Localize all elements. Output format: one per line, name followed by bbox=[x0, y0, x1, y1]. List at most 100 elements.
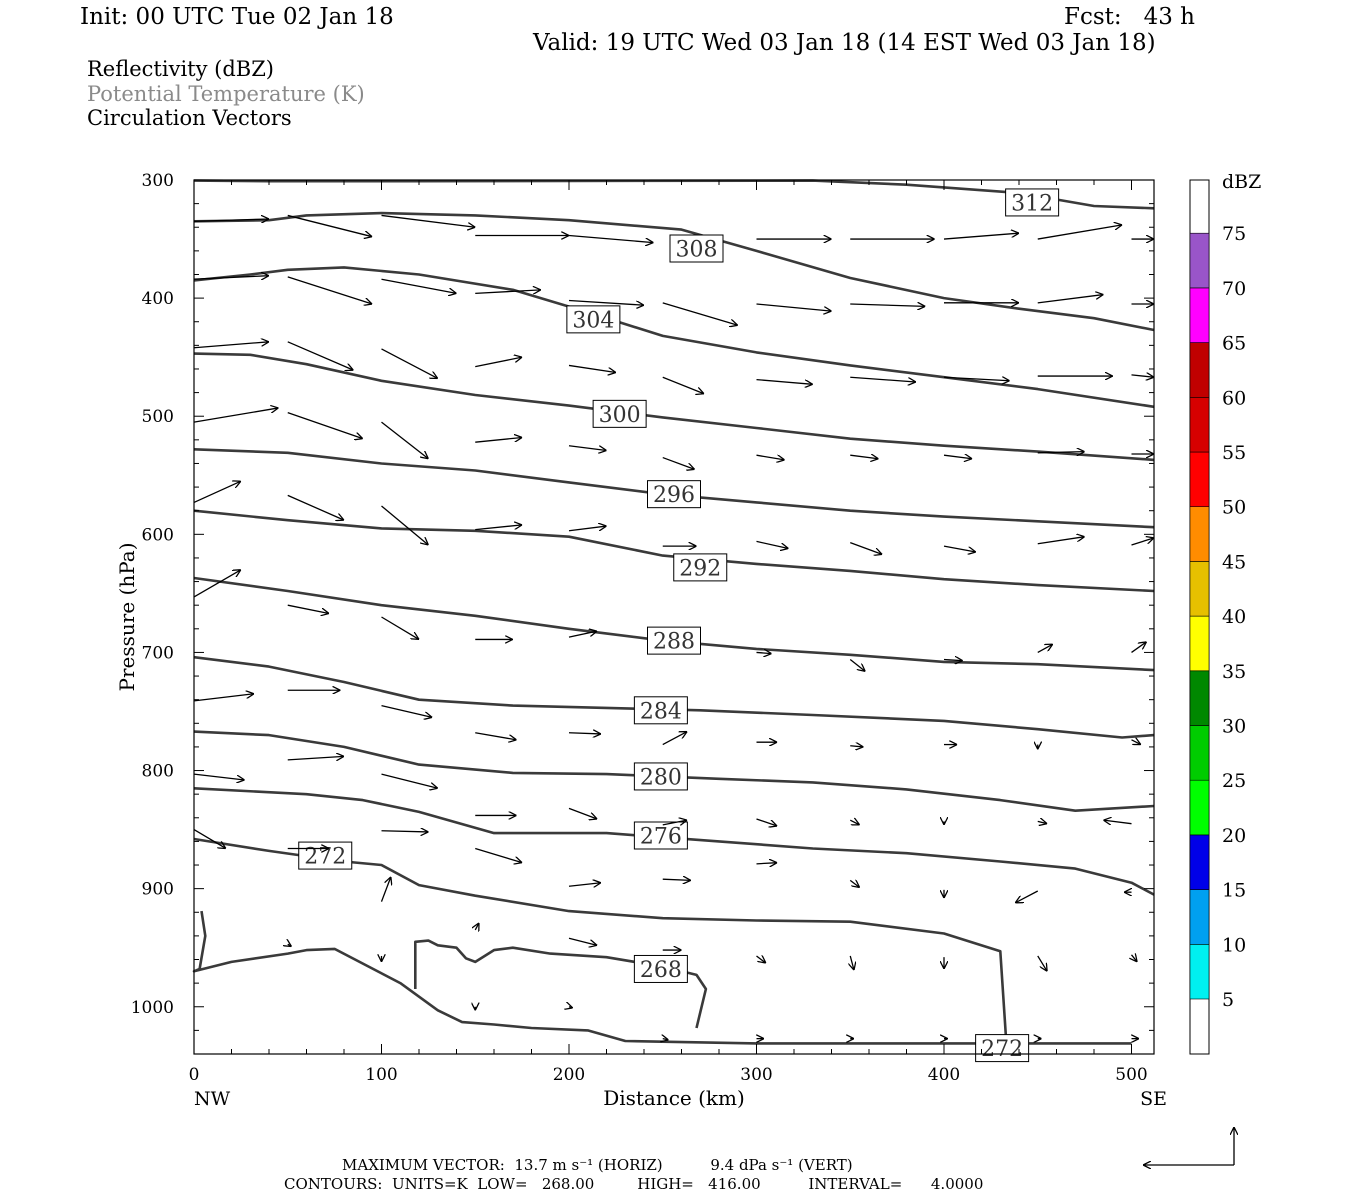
circulation-vector bbox=[568, 733, 601, 734]
circulation-vector bbox=[381, 214, 476, 227]
circulation-vector bbox=[193, 276, 269, 280]
circulation-vector bbox=[381, 421, 429, 459]
x-tick-label: 0 bbox=[189, 1065, 200, 1085]
circulation-vector bbox=[1131, 642, 1147, 653]
circulation-vector bbox=[381, 704, 433, 718]
colorbar-title: dBZ bbox=[1222, 171, 1261, 193]
circulation-vector bbox=[193, 694, 254, 702]
axes: 300 400 500 600 700 800 900 1000 0 100 200 300 400 50… bbox=[131, 171, 1154, 1085]
reference-vector-icon bbox=[1143, 1127, 1234, 1165]
circulation-vector bbox=[568, 299, 644, 305]
circulation-vector bbox=[1131, 740, 1141, 745]
colorbar-label: 55 bbox=[1222, 442, 1246, 464]
colorbar-label: 65 bbox=[1222, 333, 1246, 355]
circulation-vector bbox=[193, 829, 226, 849]
circulation-vector bbox=[850, 455, 878, 459]
circulation-vector bbox=[568, 807, 597, 819]
circulation-vector bbox=[756, 652, 772, 653]
circulation-vector bbox=[193, 408, 278, 423]
theta-contour bbox=[193, 211, 1155, 332]
circulation-vector bbox=[1131, 538, 1155, 546]
colorbar-label: 10 bbox=[1222, 934, 1246, 956]
circulation-vector bbox=[287, 494, 344, 520]
contour-label: 296 bbox=[653, 483, 695, 508]
colorbar-label: 15 bbox=[1222, 880, 1246, 902]
circulation-vector bbox=[287, 604, 329, 613]
circulation-vector bbox=[381, 616, 420, 639]
circulation-vector bbox=[569, 1007, 573, 1008]
colorbar-swatch bbox=[1189, 232, 1210, 289]
y-tick-label: 600 bbox=[142, 525, 174, 545]
valid-time: Valid: 19 UTC Wed 03 Jan 18 (14 EST Wed … bbox=[533, 30, 1156, 56]
forecast-hour: Fcst: 43 h bbox=[1064, 4, 1195, 30]
circulation-vector bbox=[1037, 537, 1085, 545]
circulation-vector bbox=[943, 455, 972, 459]
circulation-vector bbox=[943, 377, 1010, 381]
colorbar-label: 70 bbox=[1222, 278, 1246, 300]
theta-contour bbox=[193, 509, 1155, 593]
circulation-vector bbox=[1037, 644, 1053, 654]
circulation-vector bbox=[381, 348, 438, 379]
colorbar-swatch bbox=[1189, 889, 1210, 945]
circulation-vector bbox=[193, 219, 269, 221]
max-vector-note: MAXIMUM VECTOR: 13.7 m s⁻¹ (HORIZ) 9.4 d… bbox=[342, 1156, 853, 1174]
circulation-vector bbox=[287, 412, 363, 439]
x-tick-label: 400 bbox=[928, 1065, 960, 1085]
theta-contour bbox=[193, 352, 1155, 462]
y-tick-label: 700 bbox=[142, 643, 174, 663]
circulation-vector bbox=[287, 341, 354, 370]
colorbar-label: 50 bbox=[1222, 497, 1246, 519]
colorbar-swatch bbox=[1189, 615, 1210, 672]
contour-label: 312 bbox=[1011, 191, 1053, 216]
circulation-vector bbox=[381, 505, 429, 545]
colorbar-label: 40 bbox=[1222, 606, 1246, 628]
circulation-vector bbox=[193, 342, 269, 349]
colorbar-swatch bbox=[1189, 287, 1210, 343]
x-tick-label: 100 bbox=[365, 1065, 397, 1085]
contour-label: 288 bbox=[653, 630, 695, 655]
circulation-vector bbox=[193, 773, 245, 780]
contour-label-box bbox=[592, 399, 647, 428]
y-tick-label: 800 bbox=[142, 762, 174, 782]
circulation-vector bbox=[568, 631, 597, 638]
circulation-vector bbox=[475, 732, 516, 740]
contour-label-box bbox=[975, 1034, 1030, 1063]
circulation-vector bbox=[850, 746, 863, 747]
circulation-vector bbox=[1037, 955, 1047, 971]
circulation-vector bbox=[850, 541, 882, 555]
circulation-vector bbox=[288, 944, 292, 946]
theta-contour bbox=[193, 787, 1155, 896]
circulation-vector bbox=[756, 956, 766, 963]
circulation-vector bbox=[943, 545, 976, 552]
circulation-vector bbox=[662, 376, 704, 394]
colorbar-label: 20 bbox=[1222, 825, 1246, 847]
contour-label-box bbox=[1005, 188, 1060, 217]
colorbar-label: 60 bbox=[1222, 387, 1246, 409]
circulation-vector bbox=[381, 831, 429, 832]
contour-label: 304 bbox=[572, 308, 614, 333]
contour-label: 308 bbox=[676, 238, 718, 263]
circulation-vector bbox=[475, 357, 522, 368]
circulation-vector bbox=[943, 660, 963, 661]
colorbar-swatch bbox=[1189, 451, 1210, 508]
circulation-vector bbox=[568, 445, 607, 451]
colorbar-swatch bbox=[1189, 834, 1210, 890]
x-tick-label: 500 bbox=[1115, 1065, 1147, 1085]
init-time: Init: 00 UTC Tue 02 Jan 18 bbox=[80, 4, 394, 30]
circulation-vector bbox=[662, 302, 738, 325]
x-end-left: NW bbox=[194, 1088, 231, 1110]
contour-label: 292 bbox=[679, 556, 721, 581]
colorbar-swatch bbox=[1189, 396, 1210, 453]
colorbar-swatch bbox=[1189, 943, 1210, 1000]
x-end-right: SE bbox=[1140, 1088, 1167, 1110]
circulation-vector bbox=[662, 456, 695, 470]
y-tick-label: 1000 bbox=[131, 998, 174, 1018]
x-tick-label: 300 bbox=[740, 1065, 772, 1085]
circulation-vector bbox=[475, 847, 522, 862]
colorbar-swatch bbox=[1189, 725, 1210, 781]
contour-label: 300 bbox=[599, 403, 641, 428]
contour-label-box bbox=[647, 626, 701, 655]
circulation-vector bbox=[756, 378, 813, 385]
